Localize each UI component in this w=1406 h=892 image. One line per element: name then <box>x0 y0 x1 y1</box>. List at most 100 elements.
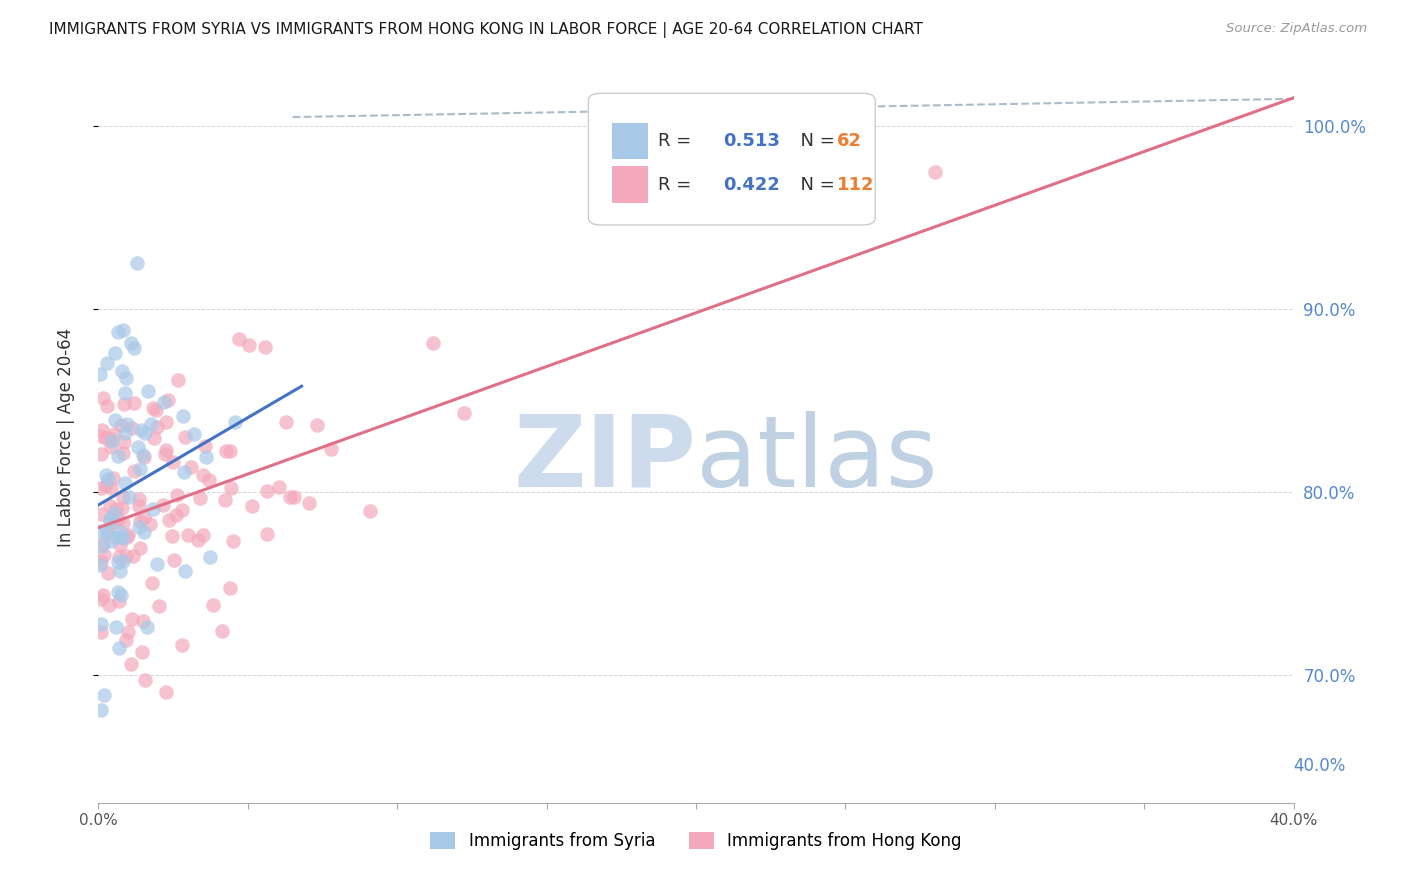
Point <box>132 615 155 629</box>
Point <box>107 325 129 339</box>
Point <box>101 434 124 449</box>
Point <box>90 524 112 538</box>
Point <box>111 553 134 567</box>
Point <box>173 429 195 443</box>
Point <box>98 500 121 514</box>
Point <box>155 415 177 429</box>
Point <box>173 564 195 578</box>
Point <box>89 368 111 382</box>
Point <box>93 549 115 563</box>
Point <box>108 594 131 608</box>
Text: N =: N = <box>789 132 841 150</box>
Point <box>124 341 146 355</box>
Point <box>112 397 135 411</box>
Point <box>218 444 240 458</box>
Point <box>156 392 179 407</box>
Point <box>90 703 112 717</box>
Point <box>103 507 125 521</box>
Point <box>104 530 127 544</box>
Point <box>256 484 278 499</box>
Point <box>219 581 242 595</box>
Point <box>128 499 150 513</box>
Point <box>89 558 111 572</box>
Point <box>100 440 122 454</box>
Point <box>198 549 221 564</box>
Point <box>134 450 156 465</box>
Point <box>305 418 328 433</box>
Point <box>108 524 131 539</box>
Point <box>146 420 169 434</box>
Point <box>128 519 150 533</box>
Point <box>117 527 139 541</box>
Point <box>155 442 177 457</box>
Point <box>139 417 162 431</box>
Text: R =: R = <box>658 176 697 194</box>
Point <box>115 632 138 647</box>
Point <box>115 417 138 431</box>
Point <box>157 513 180 527</box>
Point <box>98 432 121 446</box>
Point <box>129 423 152 437</box>
Point <box>134 426 156 441</box>
Point <box>121 421 143 435</box>
Point <box>193 467 215 482</box>
Point <box>152 394 174 409</box>
Text: 112: 112 <box>837 176 875 194</box>
Point <box>183 426 205 441</box>
Point <box>90 616 112 631</box>
Point <box>100 481 122 495</box>
Point <box>114 426 136 441</box>
Point <box>142 501 165 516</box>
Point <box>90 555 112 569</box>
Point <box>319 442 342 457</box>
Point <box>176 528 198 542</box>
Point <box>132 524 155 539</box>
Point <box>104 346 127 360</box>
Point <box>173 465 195 479</box>
FancyBboxPatch shape <box>613 122 648 159</box>
Point <box>359 503 381 517</box>
Point <box>240 500 263 514</box>
Point <box>96 478 118 492</box>
Point <box>94 468 117 483</box>
Point <box>127 440 149 454</box>
Point <box>90 482 112 496</box>
Point <box>91 535 114 549</box>
Point <box>191 527 214 541</box>
Point <box>115 549 138 563</box>
Text: 40.0%: 40.0% <box>1294 757 1346 775</box>
Point <box>187 533 209 547</box>
Point <box>104 619 127 633</box>
Point <box>924 165 946 179</box>
Point <box>132 511 155 525</box>
Point <box>114 386 136 401</box>
Point <box>97 566 120 580</box>
Point <box>90 423 112 437</box>
Point <box>274 415 297 429</box>
Point <box>107 585 129 599</box>
Text: atlas: atlas <box>696 410 938 508</box>
Point <box>90 507 112 521</box>
Point <box>100 533 122 548</box>
Point <box>422 335 444 350</box>
Point <box>112 491 135 505</box>
Text: Source: ZipAtlas.com: Source: ZipAtlas.com <box>1226 22 1367 36</box>
Point <box>124 465 146 479</box>
Point <box>222 533 245 548</box>
Point <box>107 449 129 463</box>
Point <box>96 399 118 413</box>
Point <box>166 488 188 502</box>
Point <box>112 531 135 545</box>
Point <box>190 491 212 505</box>
Point <box>90 624 112 639</box>
Point <box>115 371 138 385</box>
Point <box>103 515 125 529</box>
Point <box>91 588 114 602</box>
Point <box>110 530 132 544</box>
Point <box>136 384 159 398</box>
Point <box>163 553 186 567</box>
Point <box>108 550 131 565</box>
Point <box>117 624 139 639</box>
Text: 62: 62 <box>837 132 862 150</box>
Point <box>142 401 165 415</box>
